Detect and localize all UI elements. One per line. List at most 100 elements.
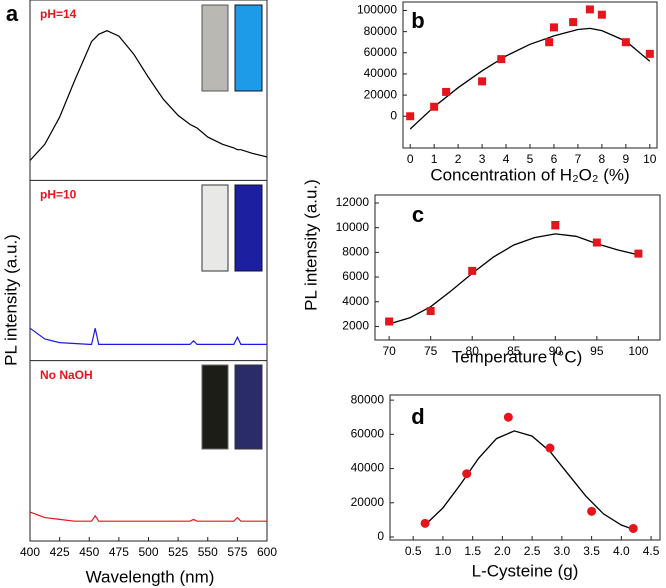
data-point xyxy=(462,469,472,479)
x-tick-label: 525 xyxy=(168,545,188,559)
x-tick-label: 425 xyxy=(50,545,70,559)
data-point xyxy=(430,102,439,111)
x-tick-label: 4.5 xyxy=(643,544,660,558)
y-tick-label: 6000 xyxy=(342,269,369,283)
x-tick-label: 3.0 xyxy=(554,544,571,558)
x-tick-label: 8 xyxy=(599,152,606,166)
data-point xyxy=(569,18,578,27)
x-tick-label: 75 xyxy=(424,344,438,358)
cuvette-photo xyxy=(234,364,263,450)
data-point xyxy=(545,443,555,453)
x-axis-label: Concentration of H₂O₂ (%) xyxy=(430,165,629,184)
x-tick-label: 4.0 xyxy=(613,544,630,558)
x-axis-label: L-Cysteine (g) xyxy=(472,561,579,580)
data-point xyxy=(420,518,430,528)
x-tick-label: 500 xyxy=(138,545,158,559)
y-tick-label: 10000 xyxy=(336,220,370,234)
x-axis-label: Temperature (°C) xyxy=(452,347,583,366)
x-tick-label: 1.0 xyxy=(435,544,452,558)
x-tick-label: 2.0 xyxy=(494,544,511,558)
x-tick-label: 400 xyxy=(20,545,40,559)
x-tick-label: 3 xyxy=(479,152,486,166)
x-tick-label: 10 xyxy=(643,152,657,166)
cuvettes xyxy=(201,4,263,450)
x-tick-label: 600 xyxy=(257,545,277,559)
y-tick-label: 4000 xyxy=(342,294,369,308)
cuvette-photo xyxy=(234,184,263,272)
data-point xyxy=(549,23,558,32)
x-tick-label: 95 xyxy=(590,344,604,358)
x-tick-label: 0.5 xyxy=(405,544,422,558)
x-tick-label: 1 xyxy=(431,152,438,166)
fit-curve xyxy=(388,233,639,325)
y-tick-label: 0 xyxy=(390,108,397,122)
data-point xyxy=(497,55,506,64)
x-tick-label: 575 xyxy=(227,545,247,559)
data-point xyxy=(426,307,435,315)
y-tick-label: 100000 xyxy=(357,3,397,17)
x-tick-label: 550 xyxy=(198,545,218,559)
x-tick-label: 100 xyxy=(628,344,648,358)
data-point xyxy=(587,506,597,516)
panel-label: b xyxy=(411,8,424,33)
data-point xyxy=(597,10,606,19)
series-label: pH=14 xyxy=(40,7,77,21)
x-tick-label: 7 xyxy=(575,152,582,166)
y-tick-label: 8000 xyxy=(342,245,369,259)
x-tick-label: 70 xyxy=(382,344,396,358)
data-point xyxy=(406,112,415,121)
y-tick-label: 2000 xyxy=(342,319,369,333)
series-label: pH=10 xyxy=(40,188,77,202)
plot-frame xyxy=(389,394,661,541)
data-point xyxy=(592,238,601,247)
y-tick-label: 0 xyxy=(377,529,384,543)
y-tick-label: 12000 xyxy=(336,195,370,209)
data-point xyxy=(468,266,477,275)
x-tick-label: 4 xyxy=(503,152,510,166)
cuvette-photo xyxy=(201,364,229,450)
panel-label: c xyxy=(412,202,424,227)
plot-frame xyxy=(402,1,658,149)
y-axis-label: PL intensity (a.u.) xyxy=(301,179,320,311)
fit-curve xyxy=(424,430,634,530)
x-tick-label: 5 xyxy=(527,152,534,166)
x-tick-label: 450 xyxy=(79,545,99,559)
fit-curve xyxy=(409,27,651,130)
data-point xyxy=(585,5,594,14)
plot-frame xyxy=(29,0,268,542)
y-tick-label: 80000 xyxy=(351,392,385,406)
x-tick-label: 2.5 xyxy=(524,544,541,558)
y-tick-label: 20000 xyxy=(351,495,385,509)
y-tick-label: 60000 xyxy=(364,45,398,59)
x-tick-label: 80 xyxy=(466,344,480,358)
cuvette-photo xyxy=(201,4,229,92)
spectrum-line xyxy=(29,511,267,522)
y-tick-label: 40000 xyxy=(364,66,398,80)
y-tick-label: 80000 xyxy=(364,24,398,38)
x-tick-label: 475 xyxy=(109,545,129,559)
cuvette-photo xyxy=(201,184,229,272)
data-point xyxy=(545,38,554,47)
spectrum-line xyxy=(29,327,267,345)
x-tick-label: 6 xyxy=(551,152,558,166)
x-tick-label: 9 xyxy=(623,152,630,166)
data-point xyxy=(551,221,560,230)
data-point xyxy=(442,87,451,96)
data-point xyxy=(385,317,394,326)
data-point xyxy=(621,38,630,47)
x-tick-label: 85 xyxy=(507,344,521,358)
x-tick-label: 2 xyxy=(455,152,462,166)
series-label: No NaOH xyxy=(40,368,93,382)
data-point xyxy=(645,49,654,58)
cuvette-photo xyxy=(234,4,263,92)
plot-frame xyxy=(374,194,661,341)
y-tick-label: 40000 xyxy=(351,461,385,475)
panel-label: d xyxy=(411,404,424,429)
data-point xyxy=(628,523,638,533)
x-tick-label: 1.5 xyxy=(464,544,481,558)
x-axis-label: Wavelength (nm) xyxy=(86,567,215,586)
x-tick-label: 0 xyxy=(407,152,414,166)
y-tick-label: 60000 xyxy=(351,427,385,441)
y-axis-label: PL intensity (a.u.) xyxy=(1,234,20,366)
